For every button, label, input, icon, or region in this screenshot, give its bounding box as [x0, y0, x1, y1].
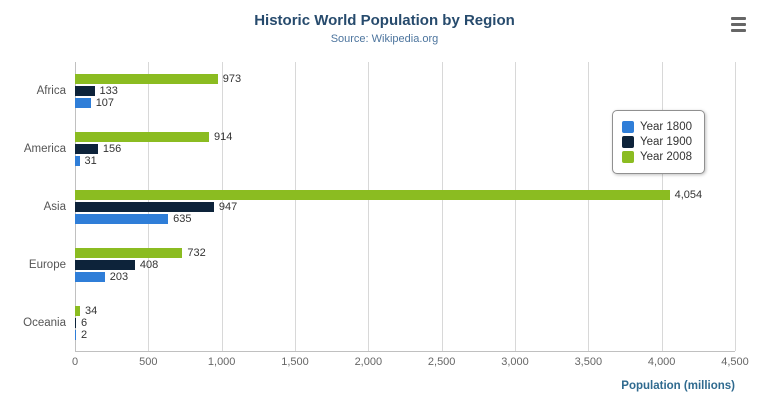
bar[interactable] [75, 74, 218, 84]
gridline [661, 62, 663, 351]
bar[interactable] [75, 318, 76, 328]
gridline [295, 62, 296, 351]
bar-value-label: 4,054 [674, 189, 703, 201]
x-axis-label: 4,500 [721, 356, 749, 368]
bar-line: 133 [75, 85, 735, 97]
bar-value-label: 133 [99, 85, 118, 97]
legend-swatch [621, 136, 634, 148]
x-axis-label: 1,500 [281, 356, 309, 368]
legend: Year 1800 Year 1900 Year 2008 [611, 110, 705, 174]
bar-value-label: 203 [109, 271, 129, 283]
x-axis-label: 2,500 [427, 356, 456, 368]
x-axis-label: 1,000 [207, 356, 236, 368]
gridline [368, 62, 370, 351]
x-axis-label: 2,000 [354, 356, 383, 368]
bar-group: 732 408 203 [75, 236, 735, 294]
bar-line: 31 [75, 155, 735, 167]
bar-line: 973 [75, 73, 735, 85]
bar-line: 635 [75, 213, 735, 225]
bar[interactable] [75, 156, 80, 166]
bar-group: 914 156 31 [75, 120, 735, 178]
gridline [441, 62, 443, 351]
bar-line: 947 [75, 201, 735, 213]
bar-value-label: 34 [84, 305, 98, 317]
bar-value-label: 31 [84, 155, 97, 167]
bar[interactable] [75, 132, 210, 142]
gridline [515, 62, 516, 351]
bar-value-label: 2 [81, 329, 88, 341]
gridline [221, 62, 223, 351]
x-axis-label: 3,000 [501, 356, 529, 368]
bar[interactable] [75, 202, 214, 212]
bar[interactable] [75, 144, 98, 154]
plot-area: 973 133 107 914 156 31 4,054 947 635 732 408 203 34 6… [75, 62, 736, 352]
hamburger-icon [731, 16, 746, 20]
chart-subtitle: Source: Wikipedia.org [330, 33, 439, 45]
category-label: Europe [28, 259, 66, 271]
gridline [588, 62, 590, 351]
bar-line: 156 [75, 143, 735, 155]
bar[interactable] [75, 248, 183, 258]
y-axis-labels: Africa America Asia Europe Oceania [0, 62, 75, 352]
category-label: America [23, 143, 66, 155]
bar-rows: 973 133 107 914 156 31 4,054 947 635 732 408 203 34 6… [75, 62, 735, 352]
x-axis-label: 4,000 [647, 356, 676, 368]
bar-value-label: 973 [222, 73, 242, 85]
bar[interactable] [75, 330, 76, 340]
bar-group: 4,054 947 635 [75, 178, 735, 236]
bar[interactable] [75, 98, 91, 108]
bar-line: 732 [75, 247, 735, 259]
x-axis-label: 3,500 [574, 356, 603, 368]
bar-value-label: 156 [102, 143, 122, 155]
chart-title: Historic World Population by Region [254, 12, 515, 29]
bar-value-label: 6 [81, 317, 88, 329]
bar[interactable] [75, 306, 80, 316]
legend-label: Year 1800 [639, 121, 692, 133]
legend-label: Year 2008 [639, 151, 692, 163]
x-axis-label: 0 [71, 356, 79, 368]
bar-line: 4,054 [75, 189, 735, 201]
bar[interactable] [75, 86, 95, 96]
bar-value-label: 732 [187, 247, 206, 259]
chart-body: Africa America Asia Europe Oceania 973 133 107… [0, 62, 769, 352]
bar-line: 408 [75, 259, 735, 271]
bar-group: 973 133 107 [75, 62, 735, 120]
bar-line: 34 [75, 305, 735, 317]
bar[interactable] [75, 214, 169, 224]
bar-value-label: 947 [218, 201, 238, 213]
bar-value-label: 107 [95, 97, 115, 109]
category-label: Oceania [23, 317, 66, 329]
legend-item[interactable]: Year 2008 [621, 151, 692, 163]
bar[interactable] [75, 190, 670, 200]
legend-item[interactable]: Year 1900 [621, 136, 692, 148]
bar[interactable] [75, 272, 105, 282]
bar-group: 34 6 2 [75, 294, 735, 352]
bar-line: 107 [75, 97, 735, 109]
category-label: Asia [43, 201, 66, 213]
export-menu-button[interactable] [727, 14, 751, 34]
legend-item[interactable]: Year 1800 [621, 121, 692, 133]
bar-line: 914 [75, 131, 735, 143]
x-axis-title: Population (millions) [621, 380, 735, 392]
bar-value-label: 914 [214, 131, 233, 143]
bar-value-label: 408 [139, 259, 159, 271]
bar-line: 6 [75, 317, 735, 329]
gridline [735, 62, 736, 351]
x-axis: 0 500 1,000 1,500 2,000 2,500 3,000 3,500 4,000 4… [71, 354, 749, 370]
bar-line: 2 [75, 329, 735, 341]
legend-swatch [621, 151, 634, 163]
bar-line: 203 [75, 271, 735, 283]
category-label: Africa [36, 85, 66, 97]
bar-value-label: 635 [173, 213, 192, 225]
x-axis-label: 500 [139, 356, 158, 368]
legend-label: Year 1900 [639, 136, 692, 148]
chart-header: Historic World Population by Region Sour… [0, 0, 769, 45]
bar[interactable] [75, 260, 135, 270]
legend-swatch [621, 121, 634, 133]
